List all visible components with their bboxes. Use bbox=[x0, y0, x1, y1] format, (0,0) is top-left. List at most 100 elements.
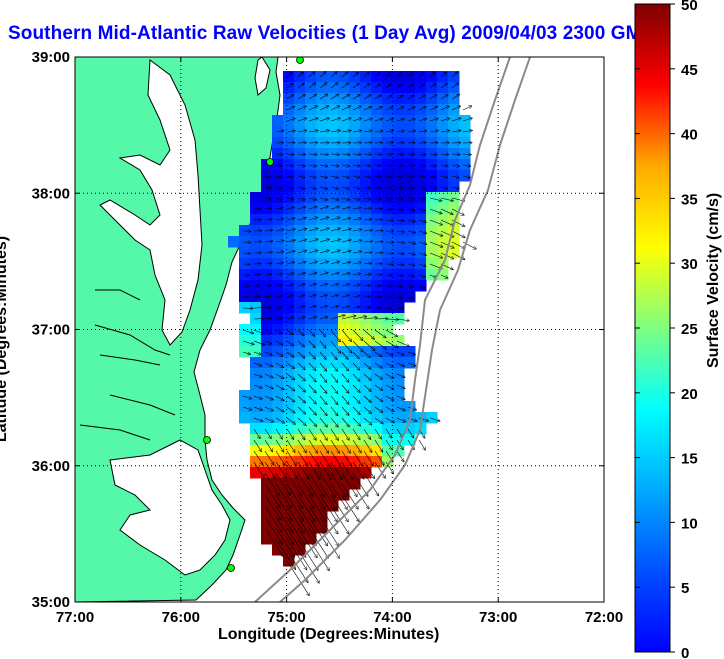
velocity-arrow bbox=[264, 307, 271, 308]
velocity-cell bbox=[239, 225, 251, 237]
velocity-arrow bbox=[418, 264, 426, 266]
velocity-cell bbox=[261, 357, 273, 369]
velocity-arrow bbox=[319, 527, 339, 558]
velocity-cell bbox=[327, 489, 339, 501]
x-tick-label: 73:00 bbox=[479, 609, 517, 626]
velocity-arrow bbox=[374, 119, 383, 122]
velocity-cell bbox=[338, 71, 350, 83]
velocity-cell bbox=[239, 236, 251, 248]
velocity-cell bbox=[305, 434, 317, 446]
velocity-arrow bbox=[341, 284, 349, 286]
velocity-cell bbox=[283, 555, 295, 567]
velocity-arrow bbox=[308, 306, 316, 308]
velocity-arrow bbox=[308, 154, 317, 155]
velocity-arrow bbox=[352, 428, 360, 440]
velocity-arrow bbox=[363, 439, 372, 452]
velocity-cell bbox=[283, 335, 295, 347]
velocity-cell bbox=[338, 368, 350, 380]
colorbar-tick-label: 5 bbox=[681, 580, 689, 597]
velocity-arrow bbox=[385, 187, 391, 188]
velocity-cell bbox=[305, 456, 317, 468]
velocity-cell bbox=[305, 522, 317, 534]
velocity-cell bbox=[327, 423, 339, 435]
velocity-arrow bbox=[352, 118, 361, 122]
velocity-arrow bbox=[297, 95, 305, 100]
velocity-arrow bbox=[385, 84, 391, 89]
velocity-cell bbox=[415, 214, 427, 226]
velocity-arrow bbox=[385, 319, 398, 320]
velocity-arrow bbox=[286, 165, 294, 166]
velocity-arrow bbox=[297, 187, 305, 189]
velocity-cell bbox=[393, 302, 405, 314]
velocity-arrow bbox=[275, 318, 282, 319]
velocity-cell bbox=[437, 104, 449, 116]
y-tick-label: 35:00 bbox=[32, 594, 70, 611]
velocity-arrow bbox=[330, 384, 338, 393]
velocity-cell bbox=[239, 401, 251, 413]
velocity-cell bbox=[261, 390, 273, 402]
velocity-cell bbox=[393, 379, 405, 391]
velocity-cell bbox=[349, 368, 361, 380]
velocity-arrow bbox=[297, 439, 306, 453]
velocity-cell bbox=[316, 522, 328, 534]
river-lines bbox=[79, 289, 176, 441]
velocity-cell bbox=[382, 159, 394, 171]
velocity-arrow bbox=[308, 250, 318, 254]
velocity-arrow bbox=[330, 250, 340, 254]
velocity-arrow bbox=[374, 176, 381, 177]
velocity-cell bbox=[294, 82, 306, 94]
velocity-arrow bbox=[275, 483, 291, 508]
velocity-arrow bbox=[286, 362, 294, 369]
velocity-cell bbox=[316, 324, 328, 336]
velocity-arrow bbox=[330, 83, 338, 89]
velocity-cell bbox=[437, 170, 449, 182]
velocity-arrow bbox=[308, 340, 315, 348]
velocity-cell bbox=[349, 71, 361, 83]
velocity-cell bbox=[327, 93, 339, 105]
velocity-cell bbox=[305, 346, 317, 358]
velocity-cell bbox=[338, 335, 350, 347]
velocity-cell bbox=[426, 225, 438, 237]
velocity-arrow bbox=[330, 315, 345, 320]
velocity-cell bbox=[393, 71, 405, 83]
velocity-cell bbox=[349, 93, 361, 105]
velocity-arrow bbox=[308, 198, 317, 200]
velocity-cell bbox=[283, 324, 295, 336]
velocity-arrow bbox=[462, 165, 471, 166]
velocity-arrow bbox=[242, 395, 251, 399]
velocity-cell bbox=[393, 148, 405, 160]
velocity-arrow bbox=[286, 329, 293, 334]
velocity-cell bbox=[360, 335, 372, 347]
velocity-cell bbox=[371, 148, 383, 160]
velocity-arrow bbox=[308, 516, 327, 546]
velocity-arrow bbox=[297, 450, 308, 466]
colorbar-label: Surface Velocity (cm/s) bbox=[705, 193, 722, 368]
velocity-cell bbox=[316, 434, 328, 446]
velocity-cell bbox=[327, 181, 339, 193]
velocity-arrow bbox=[308, 295, 316, 297]
velocity-arrow bbox=[407, 297, 413, 298]
velocity-cell bbox=[426, 269, 438, 281]
velocity-arrow bbox=[418, 73, 424, 78]
velocity-arrow bbox=[330, 218, 340, 221]
velocity-cell bbox=[404, 225, 416, 237]
velocity-cell bbox=[250, 423, 262, 435]
velocity-cell bbox=[316, 478, 328, 490]
velocity-cell bbox=[349, 170, 361, 182]
velocity-arrow bbox=[429, 118, 438, 122]
velocity-arrow bbox=[308, 217, 317, 221]
velocity-cell bbox=[261, 511, 273, 523]
velocity-cell bbox=[404, 236, 416, 248]
velocity-arrow bbox=[330, 450, 341, 466]
velocity-cell bbox=[261, 533, 273, 545]
x-axis: 77:00 76:00 75:00 74:00 73:00 72:00 bbox=[56, 57, 623, 626]
velocity-cell bbox=[327, 445, 339, 457]
colorbar-tick-label: 50 bbox=[681, 0, 698, 14]
velocity-arrow bbox=[407, 95, 414, 100]
velocity-arrow bbox=[418, 95, 425, 100]
velocity-arrow bbox=[418, 417, 428, 421]
velocity-cell bbox=[426, 159, 438, 171]
velocity-cell bbox=[316, 489, 328, 501]
velocity-arrow bbox=[286, 218, 295, 220]
velocity-cell bbox=[283, 401, 295, 413]
